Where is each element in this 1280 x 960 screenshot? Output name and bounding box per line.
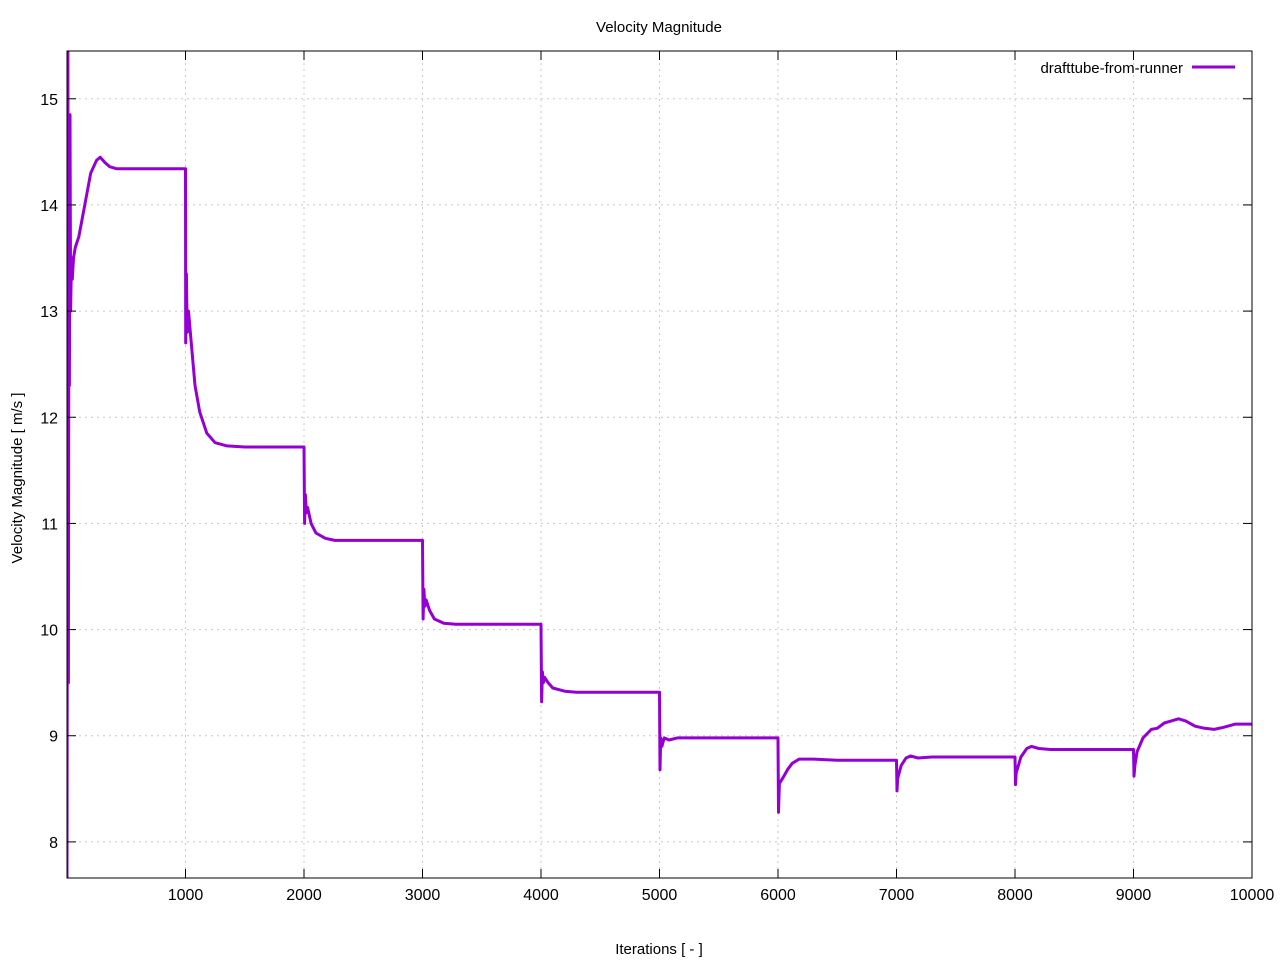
x-tick-label: 8000 — [997, 887, 1033, 904]
y-axis-label: Velocity Magnitude [ m/s ] — [9, 393, 26, 564]
x-tick-label: 10000 — [1230, 887, 1275, 904]
x-tick-label: 5000 — [642, 887, 678, 904]
x-tick-label: 7000 — [879, 887, 915, 904]
x-axis-label: Iterations [ - ] — [615, 941, 703, 958]
series-layer — [67, 51, 1252, 878]
y-tick-label: 10 — [40, 623, 58, 640]
y-tick-label: 11 — [41, 516, 58, 533]
series-line-drafttube-from-runner — [67, 51, 1252, 878]
y-tick-label: 13 — [40, 304, 58, 321]
y-tick-label: 9 — [49, 729, 58, 746]
y-tick-label: 8 — [49, 835, 58, 852]
axis-ticks — [67, 51, 1253, 878]
x-tick-label: 4000 — [523, 887, 559, 904]
y-tick-label: 15 — [40, 92, 58, 109]
legend: drafttube-from-runner — [1040, 60, 1235, 77]
legend-label-drafttube-from-runner: drafttube-from-runner — [1040, 60, 1183, 77]
x-tick-label: 2000 — [286, 887, 322, 904]
x-tick-label: 9000 — [1116, 887, 1152, 904]
y-tick-label: 12 — [40, 410, 58, 427]
x-tick-label: 6000 — [760, 887, 796, 904]
chart-title: Velocity Magnitude — [596, 19, 722, 36]
x-tick-label: 1000 — [168, 887, 204, 904]
x-tick-label: 3000 — [405, 887, 441, 904]
y-tick-label: 14 — [40, 198, 58, 215]
